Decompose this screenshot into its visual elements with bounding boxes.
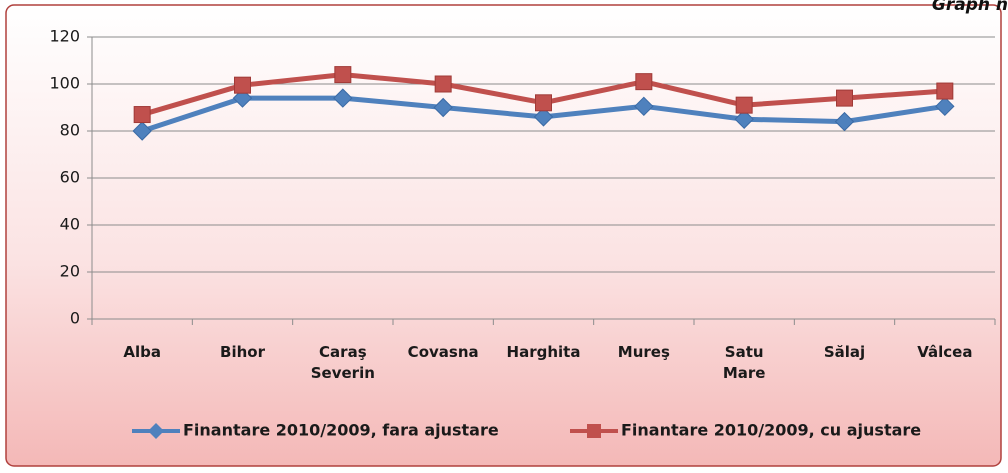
legend-label: Finantare 2010/2009, fara ajustare (183, 421, 499, 440)
legend-marker (587, 424, 601, 438)
y-tick-label: 100 (49, 74, 80, 93)
marker (834, 111, 855, 132)
x-tick-text: Covasna (407, 343, 479, 361)
x-tick-text: Sălaj (823, 343, 866, 361)
legend-label: Finantare 2010/2009, cu ajustare (621, 421, 921, 440)
x-tick-text: Satu Mare (722, 343, 766, 382)
marker (836, 89, 853, 107)
marker (434, 75, 452, 93)
marker (635, 73, 653, 91)
marker (533, 107, 554, 127)
marker (334, 66, 352, 84)
x-tick-text: Vâlcea (917, 343, 973, 361)
x-tick-label: Satu Mare (723, 342, 766, 384)
marker (935, 96, 955, 117)
x-tick-label: Alba (123, 342, 161, 363)
x-tick-text: Mureş (617, 343, 670, 361)
marker (936, 82, 954, 100)
x-tick-text: Alba (123, 343, 161, 361)
marker (433, 97, 453, 118)
y-tick-label: 20 (60, 262, 80, 281)
x-tick-text: Bihor (220, 343, 265, 361)
annotation: Graph n (932, 0, 1008, 15)
x-tick-label: Harghita (507, 342, 581, 363)
y-tick-label: 80 (60, 121, 80, 140)
marker (234, 76, 251, 94)
x-tick-text: Caraş Severin (310, 343, 375, 382)
marker (634, 96, 654, 117)
marker (535, 94, 552, 112)
x-tick-text: Harghita (506, 343, 581, 361)
marker (734, 109, 754, 129)
y-tick-label: 120 (49, 27, 80, 46)
x-tick-label: Caraş Severin (311, 342, 375, 384)
x-tick-label: Bihor (220, 342, 265, 363)
marker (132, 121, 152, 141)
chart-frame (5, 4, 1002, 467)
y-tick-label: 60 (60, 168, 80, 187)
marker (333, 88, 353, 108)
y-tick-label: 40 (60, 215, 80, 234)
x-tick-label: Vâlcea (917, 342, 972, 363)
y-tick-label: 0 (70, 309, 80, 328)
x-tick-label: Covasna (408, 342, 479, 363)
marker (133, 106, 151, 124)
marker (735, 96, 753, 114)
x-tick-label: Sălaj (824, 342, 865, 363)
x-tick-label: Mureş (618, 342, 670, 363)
legend-marker (148, 423, 164, 439)
